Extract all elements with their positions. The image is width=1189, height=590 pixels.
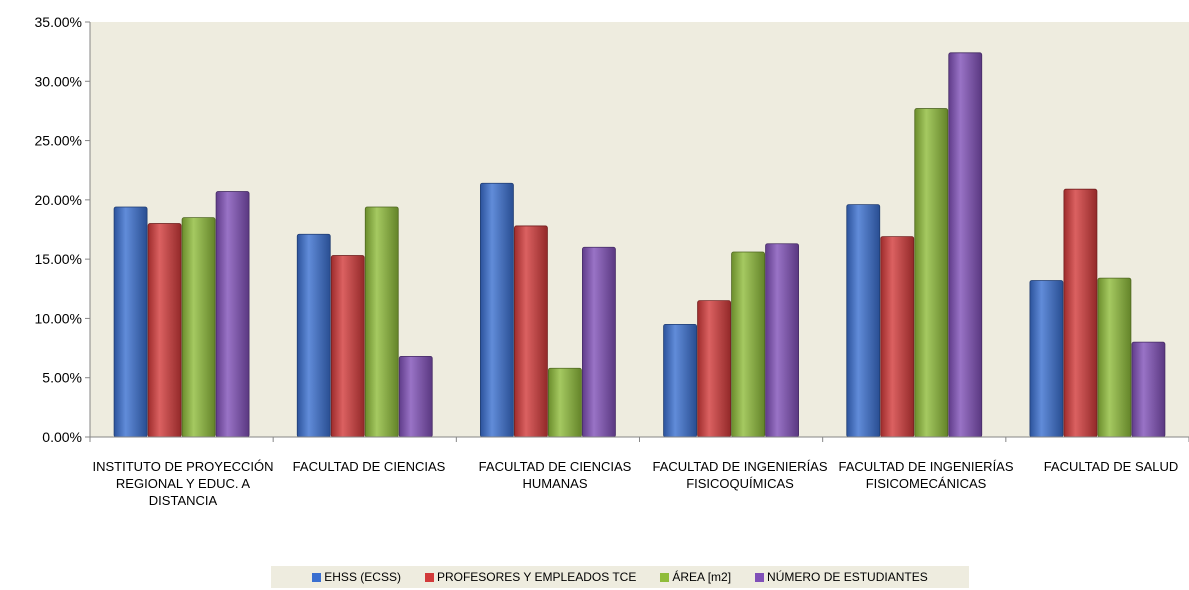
y-tick-label: 20.00% (35, 192, 82, 208)
legend-label: ÁREA [m2] (672, 570, 732, 584)
legend: EHSS (ECSS) PROFESORES Y EMPLEADOS TCE Á… (271, 566, 969, 588)
category-label: FACULTAD DE CIENCIAS HUMANAS (478, 459, 632, 491)
legend-item: ÁREA [m2] (660, 570, 731, 584)
y-tick-label: 0.00% (42, 429, 82, 445)
bar (1131, 341, 1166, 438)
legend-label: EHSS (ECSS) (324, 570, 401, 584)
legend-swatch (424, 572, 434, 582)
plot-area (90, 22, 1189, 437)
bar (364, 206, 399, 438)
y-tick-label: 15.00% (35, 251, 82, 267)
legend-swatch (312, 572, 322, 582)
bar (914, 108, 949, 438)
category-label: FACULTAD DE INGENIERÍAS FISICOQUÍMICAS (652, 459, 828, 491)
y-tick-label: 10.00% (35, 310, 82, 326)
bar (582, 246, 616, 438)
bar (330, 255, 365, 438)
category-label: INSTITUTO DE PROYECCIÓN REGIONAL Y EDUC.… (92, 459, 274, 508)
bar (731, 251, 765, 438)
bars-group (113, 52, 1166, 438)
bar (147, 223, 182, 438)
y-tick-label: 5.00% (42, 370, 82, 386)
legend-item: PROFESORES Y EMPLEADOS TCE (424, 570, 637, 584)
legend-item: EHSS (ECSS) (312, 570, 401, 584)
bar (514, 225, 548, 438)
category-label: FACULTAD DE SALUD (1043, 459, 1179, 474)
bar (846, 204, 881, 438)
y-axis: 0.00% 5.00% 10.00% 15.00% 20.00% 25.00% 30.00%… (35, 14, 91, 445)
bar (215, 191, 250, 438)
legend-swatch (755, 572, 765, 582)
bar (880, 236, 915, 438)
bar (548, 367, 582, 438)
bar (113, 206, 148, 438)
bar (1097, 277, 1132, 438)
category-label: FACULTAD DE CIENCIAS (292, 459, 446, 474)
legend-swatch (660, 572, 670, 582)
y-tick-label: 30.00% (35, 73, 82, 89)
y-tick-label: 35.00% (35, 14, 82, 30)
bar (398, 355, 433, 438)
bar (1063, 188, 1098, 438)
x-axis (89, 436, 1189, 442)
bar (480, 182, 514, 438)
legend-label: PROFESORES Y EMPLEADOS TCE (436, 570, 637, 584)
bar (296, 233, 331, 438)
bar (663, 323, 697, 438)
category-label: FACULTAD DE INGENIERÍAS FISICOMECÁNICAS (838, 459, 1014, 491)
bar (1029, 280, 1064, 438)
bar (765, 243, 799, 438)
legend-label: NÚMERO DE ESTUDIANTES (767, 570, 928, 584)
bar (948, 52, 983, 438)
legend-item: NÚMERO DE ESTUDIANTES (755, 570, 928, 584)
y-tick-label: 25.00% (35, 133, 82, 149)
bar (181, 217, 216, 438)
bar (697, 300, 731, 438)
